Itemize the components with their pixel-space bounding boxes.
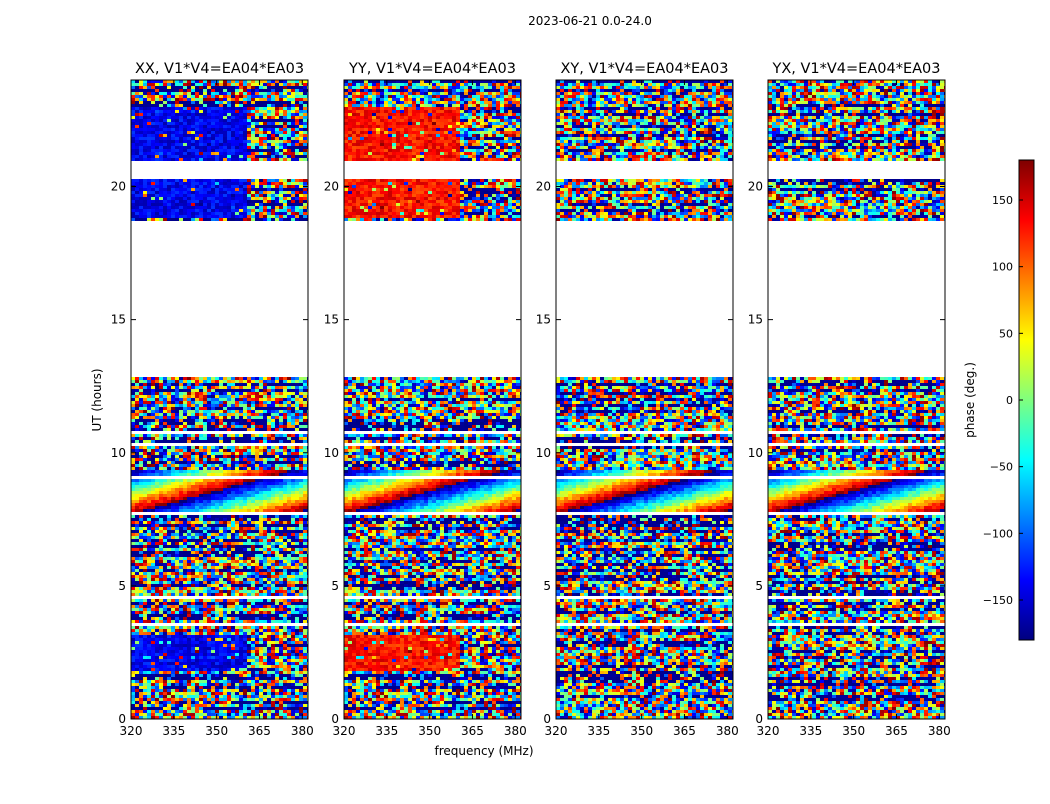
colorbar-label: phase (deg.) [963,362,977,438]
x-tick-label-2-0: 320 [545,724,568,738]
y-tick-label-3-4: 20 [748,180,763,194]
x-tick-label-0-4: 380 [291,724,314,738]
y-tick-label-0-1: 5 [118,579,126,593]
colorbar-tick-label-2: −50 [990,461,1013,474]
panel-title-2: XY, V1*V4=EA04*EA03 [560,61,728,77]
x-tick-label-3-4: 380 [928,724,951,738]
x-tick-label-1-0: 320 [333,724,356,738]
y-tick-label-2-2: 10 [536,446,551,460]
x-tick-label-2-4: 380 [716,724,739,738]
y-tick-label-2-3: 15 [536,313,551,327]
phase-heatmap-2 [556,80,736,719]
x-tick-label-2-1: 335 [587,724,610,738]
x-axis-label: frequency (MHz) [434,744,533,758]
x-tick-label-2-3: 365 [673,724,696,738]
x-tick-label-3-1: 335 [799,724,822,738]
x-tick-label-1-4: 380 [504,724,527,738]
x-tick-label-0-0: 320 [120,724,143,738]
y-tick-label-1-3: 15 [324,313,339,327]
phase-heatmap-3 [768,80,948,719]
colorbar-tick-label-3: 0 [1006,394,1013,407]
panel-title-0: XX, V1*V4=EA04*EA03 [135,61,304,77]
x-tick-label-0-1: 335 [162,724,185,738]
y-tick-label-2-4: 20 [536,180,551,194]
x-tick-label-3-2: 350 [842,724,865,738]
colorbar-tick-label-4: 50 [999,327,1013,340]
colorbar-tick-label-6: 150 [992,194,1013,207]
y-tick-label-0-4: 20 [111,180,126,194]
figure-title: 2023-06-21 0.0-24.0 [0,14,1050,28]
colorbar-tick-label-0: −150 [983,594,1013,607]
y-tick-label-3-1: 5 [755,579,763,593]
x-tick-label-0-2: 350 [205,724,228,738]
x-tick-label-1-1: 335 [375,724,398,738]
x-tick-label-2-2: 350 [630,724,653,738]
colorbar-tick-label-1: −100 [983,527,1013,540]
x-tick-label-3-0: 320 [757,724,780,738]
x-tick-label-3-3: 365 [885,724,908,738]
y-tick-label-0-2: 10 [111,446,126,460]
y-tick-label-0-3: 15 [111,313,126,327]
y-tick-label-1-1: 5 [331,579,339,593]
y-axis-label: UT (hours) [90,368,104,431]
colorbar: −150 −100 −50 0 50 100 150 phase (deg.) [963,160,1034,640]
x-tick-label-1-2: 350 [418,724,441,738]
y-tick-label-1-4: 20 [324,180,339,194]
panel-title-3: YX, V1*V4=EA04*EA03 [771,61,940,77]
y-tick-label-1-2: 10 [324,446,339,460]
y-tick-label-3-3: 15 [748,313,763,327]
x-tick-label-1-3: 365 [461,724,484,738]
x-tick-label-0-3: 365 [248,724,271,738]
phase-heatmap-0 [131,80,311,719]
panel-title-1: YY, V1*V4=EA04*EA03 [348,61,516,77]
y-tick-label-2-1: 5 [543,579,551,593]
y-tick-label-3-2: 10 [748,446,763,460]
phase-heatmap-1 [344,80,524,719]
colorbar-tick-label-5: 100 [992,261,1013,274]
